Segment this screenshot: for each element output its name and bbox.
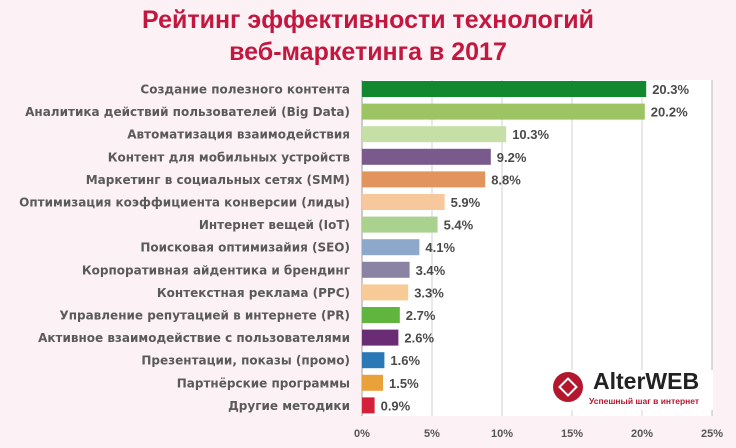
value-label: 10.3%	[512, 127, 549, 142]
category-label: Маркетинг в социальных сетях (SMM)	[86, 173, 350, 187]
bar	[362, 126, 507, 143]
x-tick-label: 0%	[354, 428, 370, 440]
logo-name: AlterWEB	[593, 368, 700, 394]
bar	[362, 239, 420, 256]
value-label: 0.9%	[381, 398, 411, 413]
logo-tagline: Успешный шаг в интернет	[589, 396, 700, 406]
chart-title-line1: Рейтинг эффективности технологий	[142, 6, 594, 34]
category-label: Аналитика действий пользователей (Big Da…	[25, 105, 350, 119]
category-label: Автоматизация взаимодействия	[127, 128, 350, 142]
bar	[362, 397, 375, 414]
value-label: 2.6%	[404, 331, 434, 346]
value-label: 1.6%	[390, 353, 420, 368]
bar	[362, 216, 438, 233]
alterweb-logo: AlterWEB Успешный шаг в интернет	[553, 368, 713, 410]
category-label: Оптимизация коэффициента конверсии (лиды…	[19, 196, 350, 210]
category-label: Активное взаимодействие с пользователями	[38, 331, 350, 345]
bar	[362, 307, 400, 323]
category-label: Управление репутацией в интернете (PR)	[59, 309, 350, 323]
value-label: 5.4%	[444, 218, 474, 233]
category-label: Контент для мобильных устройств	[108, 150, 351, 164]
bar	[362, 352, 385, 369]
x-tick-label: 25%	[701, 428, 723, 440]
bar	[362, 374, 383, 391]
value-label: 5.9%	[451, 195, 481, 210]
value-label: 4.1%	[425, 240, 455, 255]
value-label: 1.5%	[389, 376, 419, 391]
category-label: Презентации, показы (промо)	[141, 354, 350, 368]
value-label: 8.8%	[491, 172, 521, 187]
chart-title-line2: веб-маркетинга в 2017	[229, 38, 507, 66]
value-label: 20.2%	[651, 105, 688, 120]
value-label: 3.3%	[414, 285, 444, 300]
category-label: Создание полезного контента	[140, 83, 350, 97]
bar	[362, 171, 486, 188]
bar	[362, 81, 647, 97]
bar	[362, 148, 491, 165]
x-tick-label: 10%	[491, 428, 513, 440]
value-label: 20.3%	[652, 82, 689, 97]
bar	[362, 329, 399, 346]
value-label: 9.2%	[497, 150, 527, 165]
category-label: Партнёрские программы	[177, 376, 350, 390]
category-label: Корпоративная айдентика и брендинг	[82, 263, 350, 277]
x-tick-label: 15%	[561, 428, 583, 440]
value-label: 3.4%	[416, 263, 446, 278]
x-tick-label: 5%	[424, 428, 440, 440]
logo-mark-icon	[553, 372, 583, 402]
category-label: Интернет вещей (IoT)	[199, 218, 350, 232]
bar	[362, 194, 445, 210]
bar	[362, 284, 409, 301]
category-label: Поисковая оптимизайия (SEO)	[140, 241, 350, 255]
x-tick-label: 20%	[631, 428, 653, 440]
bar	[362, 103, 645, 120]
bar	[362, 261, 410, 278]
category-label: Контекстная реклама (PPC)	[157, 286, 350, 300]
value-label: 2.7%	[406, 308, 436, 323]
category-label: Другие методики	[228, 399, 350, 413]
